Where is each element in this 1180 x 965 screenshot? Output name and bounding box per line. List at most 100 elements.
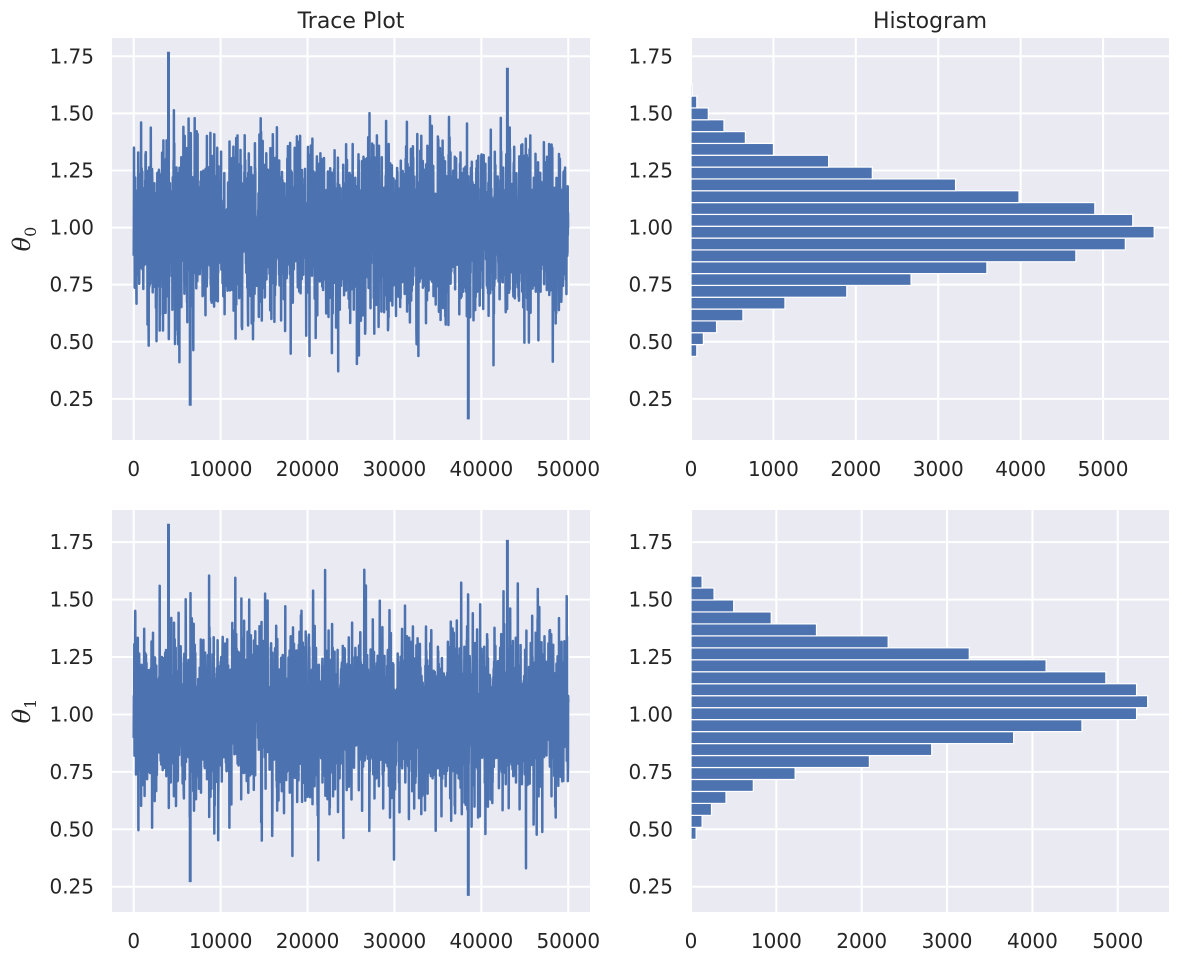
histogram-bar [690,332,704,346]
y-tick-label: 0.50 [49,817,94,841]
y-tick-label: 0.50 [49,330,94,354]
y-tick-label: 1.25 [628,158,673,182]
panel-trace-theta1: 0.25 0.50 0.75 1.00 1.25 1.50 1.75 0 10000 20000… [8,510,600,953]
trace-line [132,568,570,870]
histogram-bar [690,225,1155,239]
x-tick-label: 5000 [1092,929,1143,953]
x-tick-label: 4000 [1007,929,1058,953]
x-tick-label: 0 [127,929,140,953]
y-tick-label: 0.75 [628,273,673,297]
histogram-bar [690,647,970,661]
histogram-bar [690,611,772,625]
y-axis-label: θ0 [8,227,40,252]
x-tick-label: 10000 [189,929,253,953]
x-tick-label: 0 [685,929,698,953]
histogram-bar [690,284,848,298]
y-tick-label: 1.50 [628,588,673,612]
y-tick-label: 0.50 [628,817,673,841]
y-tick-label: 0.50 [628,330,673,354]
histogram-bar [690,83,693,97]
x-tick-label: 50000 [536,929,600,953]
histogram-bar [690,623,818,637]
x-tick-label: 40000 [450,929,514,953]
y-tick-label: 1.00 [49,702,94,726]
histogram-bar [690,635,889,649]
y-tick-label: 0.75 [49,273,94,297]
x-tick-label: 20000 [276,929,340,953]
histogram-bar [690,587,715,601]
trace-line [132,109,570,373]
histogram-bar [690,707,1138,721]
x-tick-label: 40000 [450,457,514,481]
y-tick-label: 1.75 [49,44,94,68]
histogram-bar [690,659,1047,673]
x-tick-label: 20000 [276,457,340,481]
histogram-bar [690,131,746,145]
y-tick-label: 1.50 [49,588,94,612]
y-tick-label: 1.00 [628,702,673,726]
x-tick-label: 0 [127,457,140,481]
x-tick-label: 2000 [830,457,881,481]
y-tick-label: 0.25 [49,387,94,411]
panel-title: Trace Plot [297,9,405,34]
y-tick-label: 0.75 [49,760,94,784]
x-tick-label: 3000 [922,929,973,953]
trace-spikes [167,51,509,420]
x-tick-label: 1000 [751,929,802,953]
x-tick-label: 10000 [189,457,253,481]
histogram-bar [690,154,830,168]
histogram-bar [690,790,727,805]
y-tick-label: 1.00 [49,216,94,240]
x-tick-label: 30000 [363,929,427,953]
histogram-bar [690,166,873,180]
x-tick-label: 2000 [836,929,887,953]
histogram-bar [690,142,775,156]
y-tick-label: 1.00 [628,216,673,240]
histogram-bar [690,802,713,816]
histogram-bar [690,778,754,793]
histogram-bar [690,107,709,121]
y-tick-label: 1.50 [49,101,94,125]
histogram-bar [690,683,1138,697]
histogram-bar [690,695,1149,709]
y-tick-label: 0.25 [49,875,94,899]
x-tick-label: 1000 [748,457,799,481]
y-axis-label-symbol: θ [8,236,36,251]
y-tick-label: 1.25 [628,645,673,669]
y-tick-label: 1.75 [49,530,94,554]
histogram-bar [690,742,933,757]
histogram-bar [690,754,870,769]
histogram-bar [690,178,957,192]
histogram-bar [690,119,725,133]
histogram-bar [690,190,1020,204]
histogram-bar [690,249,1077,263]
x-tick-label: 3000 [913,457,964,481]
x-tick-label: 4000 [995,457,1046,481]
y-tick-label: 1.75 [628,530,673,554]
histogram-bar [690,213,1134,227]
panel-hist-theta0: 0.25 0.50 0.75 1.00 1.25 1.50 1.75 0 1000 2000 30… [628,9,1169,481]
histogram-bar [690,719,1083,733]
y-tick-label: 0.75 [628,760,673,784]
histogram-bar [690,95,698,109]
trace-spikes [167,523,509,896]
histogram-bar [690,814,703,828]
x-tick-label: 0 [685,457,698,481]
histogram-bar [690,272,912,287]
y-tick-label: 1.25 [49,645,94,669]
histogram-bar [690,731,1015,745]
y-tick-label: 0.25 [628,875,673,899]
y-axis-label: θ1 [8,699,40,724]
histogram-bar [690,296,786,310]
histogram-bar [690,766,796,781]
histogram-bar [690,575,703,589]
y-tick-label: 1.75 [628,44,673,68]
y-tick-label: 0.25 [628,387,673,411]
panel-title: Histogram [873,9,987,34]
y-axis-label-subscript: 0 [21,227,40,237]
x-tick-label: 30000 [363,457,427,481]
histogram-bar [690,599,735,613]
panel-trace-theta0: 0.25 0.50 0.75 1.00 1.25 1.50 1.75 0 10000 20000… [8,9,600,481]
histogram-bar [690,237,1126,251]
